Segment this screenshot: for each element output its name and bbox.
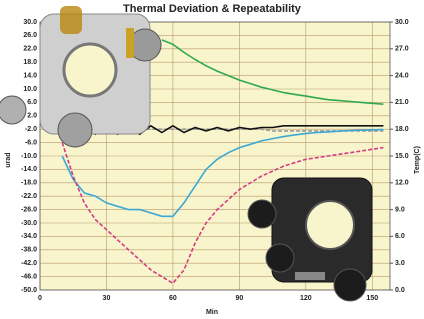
y2-tick-label: 18.0 — [395, 126, 409, 133]
y-tick-label: 2.0 — [27, 113, 37, 120]
y-tick-label: -42.0 — [21, 260, 37, 267]
y2-tick-label: 12.0 — [395, 180, 409, 187]
y-axis-label: urad — [5, 152, 12, 167]
y-tick-label: -46.0 — [21, 273, 37, 280]
y2-axis-label: Temp(C) — [414, 146, 421, 174]
chart: Thermal Deviation & Repeatability Min ur… — [0, 0, 424, 319]
y-tick-label: -50.0 — [21, 287, 37, 294]
chart-title: Thermal Deviation & Repeatability — [123, 3, 302, 15]
y2-tick-label: 6.0 — [395, 233, 405, 240]
y-tick-label: -22.0 — [21, 193, 37, 200]
y2-tick-label: 15.0 — [395, 153, 409, 160]
y-tick-label: -34.0 — [21, 233, 37, 240]
y2-tick-label: 3.0 — [395, 260, 405, 267]
y-tick-label: -10.0 — [21, 153, 37, 160]
y-tick-label: -2.0 — [25, 126, 37, 133]
y2-tick-label: 24.0 — [395, 72, 409, 79]
y2-tick-label: 9.0 — [395, 206, 405, 213]
y-tick-label: 30.0 — [23, 19, 37, 26]
x-tick-label: 60 — [169, 295, 177, 302]
x-tick-label: 0 — [38, 295, 42, 302]
x-axis-label: Min — [206, 309, 218, 316]
y-tick-label: 18.0 — [23, 59, 37, 66]
y-tick-label: 26.0 — [23, 32, 37, 39]
y-tick-label: -30.0 — [21, 220, 37, 227]
y-tick-label: -26.0 — [21, 206, 37, 213]
y-tick-label: 22.0 — [23, 46, 37, 53]
x-tick-label: 120 — [300, 295, 312, 302]
y2-tick-label: 0.0 — [395, 287, 405, 294]
y2-tick-label: 30.0 — [395, 19, 409, 26]
y2-tick-label: 27.0 — [395, 46, 409, 53]
y-tick-label: 6.0 — [27, 99, 37, 106]
y-tick-label: -6.0 — [25, 139, 37, 146]
y-tick-label: 14.0 — [23, 72, 37, 79]
y2-tick-label: 21.0 — [395, 99, 409, 106]
x-tick-label: 150 — [366, 295, 378, 302]
x-tick-label: 30 — [103, 295, 111, 302]
y-tick-label: -14.0 — [21, 166, 37, 173]
y-tick-label: 10.0 — [23, 86, 37, 93]
y-tick-label: -18.0 — [21, 180, 37, 187]
x-tick-label: 90 — [235, 295, 243, 302]
y-tick-label: -38.0 — [21, 247, 37, 254]
